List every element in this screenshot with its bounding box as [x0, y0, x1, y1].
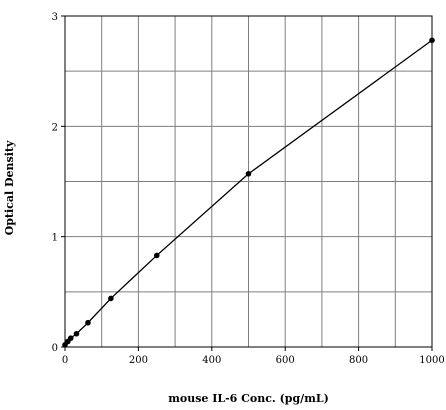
data-point — [108, 295, 114, 302]
axis-ticks — [61, 15, 433, 351]
x-tick-label: 800 — [349, 355, 368, 366]
data-point — [73, 330, 80, 337]
data-point — [67, 335, 74, 341]
x-tick-label: 600 — [276, 355, 295, 366]
y-tick-label: 1 — [52, 233, 58, 244]
data-point — [429, 37, 435, 44]
data-point — [245, 170, 252, 177]
y-tick-label: 0 — [52, 343, 58, 354]
plot-frame — [64, 15, 433, 348]
x-axis-label: mouse IL-6 Conc. (pg/mL) — [168, 392, 329, 405]
data-points — [62, 37, 435, 348]
x-tick-labels: 0 200 400 600 800 1000 — [62, 355, 445, 366]
x-tick-label: 0 — [62, 355, 68, 366]
y-tick-label: 3 — [52, 12, 58, 23]
y-axis-label: Optical Density — [3, 140, 16, 235]
grid-lines — [65, 16, 432, 347]
data-point — [85, 319, 91, 326]
y-tick-label: 2 — [52, 122, 58, 133]
x-tick-label: 1000 — [419, 355, 444, 366]
x-tick-label: 200 — [129, 355, 148, 366]
data-point — [153, 252, 160, 259]
x-tick-label: 400 — [202, 355, 221, 366]
y-tick-labels: 0 1 2 3 — [52, 12, 58, 354]
